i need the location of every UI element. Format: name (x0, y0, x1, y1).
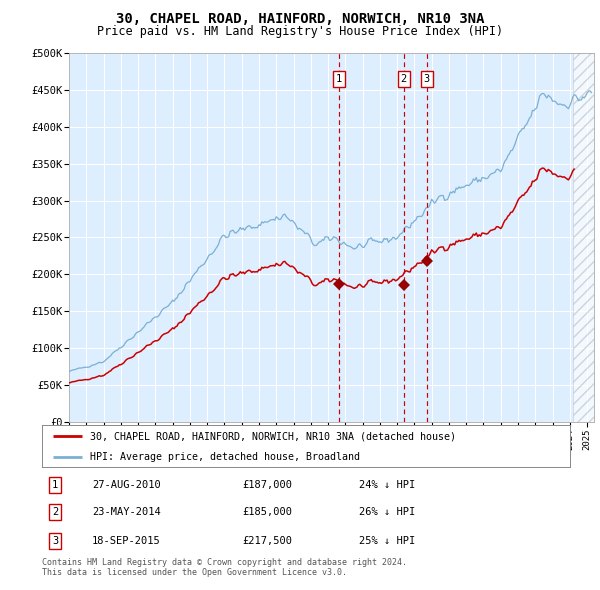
Text: £217,500: £217,500 (242, 536, 293, 546)
Text: 1: 1 (52, 480, 58, 490)
Text: £187,000: £187,000 (242, 480, 293, 490)
Text: 30, CHAPEL ROAD, HAINFORD, NORWICH, NR10 3NA: 30, CHAPEL ROAD, HAINFORD, NORWICH, NR10… (116, 12, 484, 26)
Text: 30, CHAPEL ROAD, HAINFORD, NORWICH, NR10 3NA (detached house): 30, CHAPEL ROAD, HAINFORD, NORWICH, NR10… (89, 431, 455, 441)
Text: 23-MAY-2014: 23-MAY-2014 (92, 507, 161, 517)
Text: 2: 2 (52, 507, 58, 517)
Text: 18-SEP-2015: 18-SEP-2015 (92, 536, 161, 546)
Text: 2: 2 (401, 74, 407, 84)
Bar (573, 53, 594, 422)
Text: 3: 3 (52, 536, 58, 546)
Text: 24% ↓ HPI: 24% ↓ HPI (359, 480, 415, 490)
Text: 1: 1 (336, 74, 343, 84)
Text: 25% ↓ HPI: 25% ↓ HPI (359, 536, 415, 546)
Text: HPI: Average price, detached house, Broadland: HPI: Average price, detached house, Broa… (89, 452, 359, 461)
Text: Contains HM Land Registry data © Crown copyright and database right 2024.
This d: Contains HM Land Registry data © Crown c… (42, 558, 407, 577)
Text: 27-AUG-2010: 27-AUG-2010 (92, 480, 161, 490)
Text: £185,000: £185,000 (242, 507, 293, 517)
Text: 3: 3 (424, 74, 430, 84)
Text: 26% ↓ HPI: 26% ↓ HPI (359, 507, 415, 517)
Text: Price paid vs. HM Land Registry's House Price Index (HPI): Price paid vs. HM Land Registry's House … (97, 25, 503, 38)
